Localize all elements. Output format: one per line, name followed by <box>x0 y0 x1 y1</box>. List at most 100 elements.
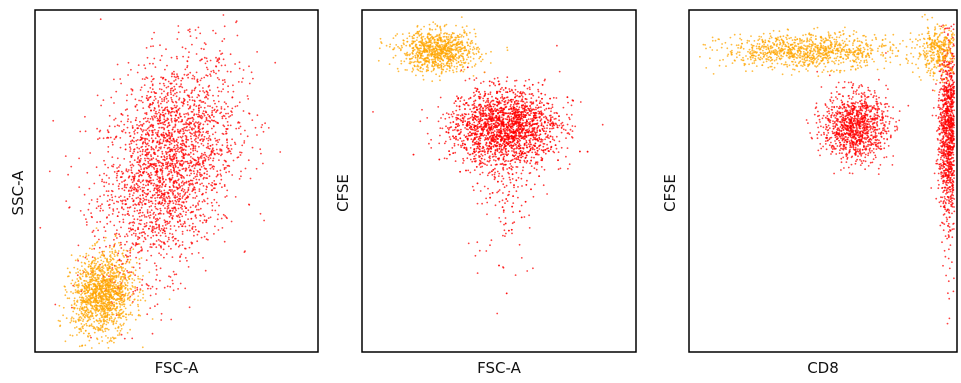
data-point <box>139 194 142 197</box>
plot-area-1 <box>34 9 319 353</box>
data-point <box>110 259 113 262</box>
data-point <box>124 268 127 270</box>
data-point <box>186 191 189 193</box>
data-point <box>234 196 237 198</box>
data-point <box>87 335 89 337</box>
data-point <box>78 307 81 310</box>
data-point <box>111 213 114 215</box>
data-point <box>188 30 191 33</box>
data-point <box>90 278 93 281</box>
data-point <box>83 313 86 315</box>
data-point <box>462 159 465 162</box>
data-point <box>139 173 142 176</box>
data-point <box>159 119 162 122</box>
scatter-panel-1: SSC-A FSC-A <box>0 0 320 383</box>
data-point <box>201 58 203 61</box>
data-point <box>127 313 130 316</box>
data-point <box>84 344 87 347</box>
data-point <box>110 317 113 319</box>
data-point <box>108 309 111 312</box>
data-point <box>181 230 184 233</box>
data-point <box>130 288 133 291</box>
data-point <box>75 284 78 287</box>
data-point <box>140 231 143 234</box>
data-point <box>221 79 224 82</box>
data-point <box>518 243 521 246</box>
data-point <box>154 203 157 205</box>
data-point <box>178 97 181 100</box>
data-point <box>162 248 165 251</box>
data-point <box>205 74 208 77</box>
data-point <box>102 295 105 298</box>
data-point <box>419 120 422 123</box>
data-point <box>116 208 119 210</box>
data-point <box>174 237 176 240</box>
data-point <box>137 156 140 159</box>
data-point <box>206 130 208 133</box>
data-point <box>173 70 175 73</box>
data-point <box>153 262 156 265</box>
data-point <box>196 161 199 164</box>
data-point <box>99 324 102 327</box>
data-point <box>531 151 534 154</box>
data-point <box>75 326 78 328</box>
data-point <box>180 159 183 162</box>
data-point <box>150 137 153 140</box>
data-point <box>177 136 180 139</box>
data-point <box>82 332 85 335</box>
data-point <box>110 304 113 307</box>
data-point <box>199 155 202 158</box>
data-point <box>139 188 142 191</box>
data-point <box>124 203 127 206</box>
data-point <box>104 327 107 330</box>
data-point <box>246 135 249 138</box>
data-point <box>165 97 168 100</box>
data-point <box>155 240 158 242</box>
data-point <box>173 131 176 133</box>
data-point <box>142 228 145 231</box>
data-point <box>171 236 174 239</box>
data-point <box>150 155 153 158</box>
data-point <box>149 162 152 165</box>
data-point <box>147 199 150 202</box>
data-point <box>484 163 486 166</box>
data-point <box>101 178 104 181</box>
data-point <box>206 202 209 205</box>
data-point <box>144 112 147 115</box>
data-point <box>501 199 504 202</box>
data-point <box>122 218 125 221</box>
data-point <box>601 123 604 126</box>
data-point <box>166 94 169 97</box>
data-point <box>471 185 474 188</box>
data-point <box>553 118 556 120</box>
data-point <box>167 112 170 115</box>
data-point <box>221 40 224 43</box>
data-point <box>197 208 200 211</box>
data-point <box>159 142 162 145</box>
data-point <box>71 316 73 319</box>
data-point <box>115 90 118 93</box>
data-point <box>205 137 208 140</box>
data-point <box>166 155 169 158</box>
data-point <box>124 283 127 286</box>
data-point <box>190 137 193 140</box>
data-point <box>162 193 165 196</box>
data-point <box>147 234 149 237</box>
data-point <box>145 283 148 285</box>
data-point <box>215 201 218 204</box>
data-point <box>163 127 166 130</box>
data-point <box>215 56 217 59</box>
data-point <box>569 128 572 131</box>
data-point <box>156 178 159 181</box>
data-point <box>119 235 121 238</box>
data-point <box>83 293 86 295</box>
data-point <box>117 311 120 314</box>
data-point <box>142 197 145 200</box>
data-point <box>260 126 263 129</box>
data-point <box>129 251 132 254</box>
data-point <box>177 109 180 111</box>
data-point <box>114 251 116 254</box>
data-point <box>225 195 228 197</box>
data-point <box>126 126 129 129</box>
data-point <box>218 153 220 156</box>
